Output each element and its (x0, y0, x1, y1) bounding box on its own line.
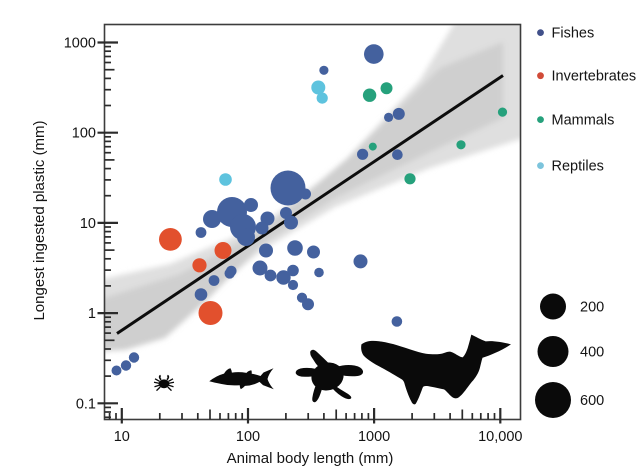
svg-text:100: 100 (72, 126, 96, 142)
svg-text:0.1: 0.1 (76, 396, 96, 412)
svg-text:1000: 1000 (358, 429, 390, 445)
svg-text:Fishes: Fishes (552, 26, 595, 42)
svg-text:1: 1 (88, 306, 96, 322)
svg-text:10: 10 (114, 429, 130, 445)
svg-text:Mammals: Mammals (552, 113, 615, 129)
svg-text:Longest ingested plastic (mm): Longest ingested plastic (mm) (31, 120, 48, 320)
svg-text:Invertebrates: Invertebrates (552, 69, 637, 85)
svg-text:Animal body length (mm): Animal body length (mm) (227, 450, 394, 467)
svg-text:10: 10 (80, 216, 96, 232)
svg-text:Reptiles: Reptiles (552, 159, 604, 175)
svg-text:400: 400 (580, 345, 604, 361)
svg-text:600: 600 (580, 393, 604, 409)
svg-text:200: 200 (580, 300, 604, 316)
svg-text:10,000: 10,000 (478, 429, 522, 445)
svg-text:1000: 1000 (64, 36, 96, 52)
svg-text:100: 100 (236, 429, 260, 445)
